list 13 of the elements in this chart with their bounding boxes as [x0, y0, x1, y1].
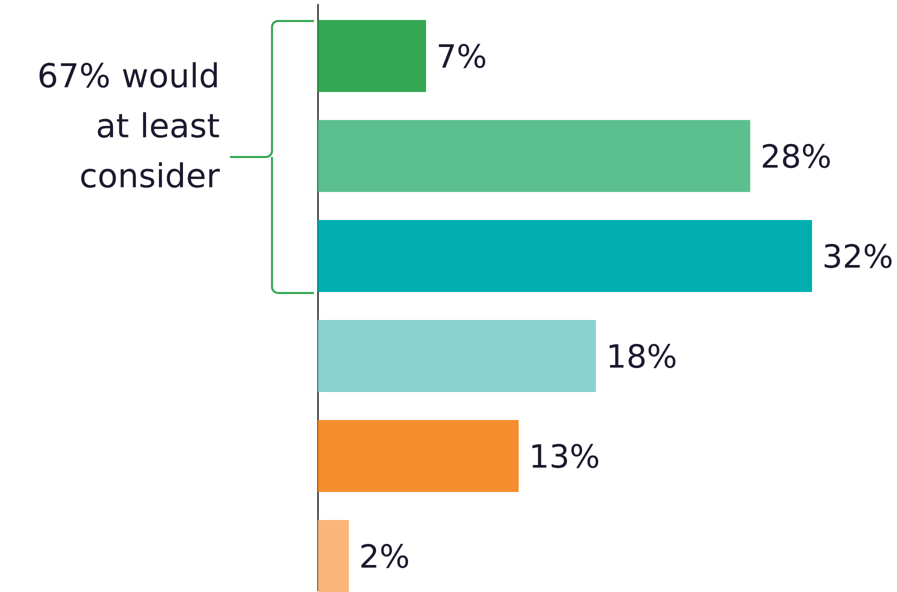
- bar: [318, 20, 426, 92]
- text: 67% would at least consider: [40, 62, 220, 188]
- bar: [318, 120, 750, 192]
- data-label: 13%: [532, 444, 598, 468]
- bar: [318, 420, 519, 492]
- bar: [318, 520, 349, 592]
- data-label: 18%: [610, 344, 676, 368]
- bar: [318, 220, 812, 292]
- data-label: 32%: [824, 244, 892, 268]
- bar: [318, 320, 596, 392]
- data-label: 7%: [438, 44, 486, 68]
- data-label: 2%: [361, 544, 408, 568]
- data-label: 28%: [762, 144, 830, 168]
